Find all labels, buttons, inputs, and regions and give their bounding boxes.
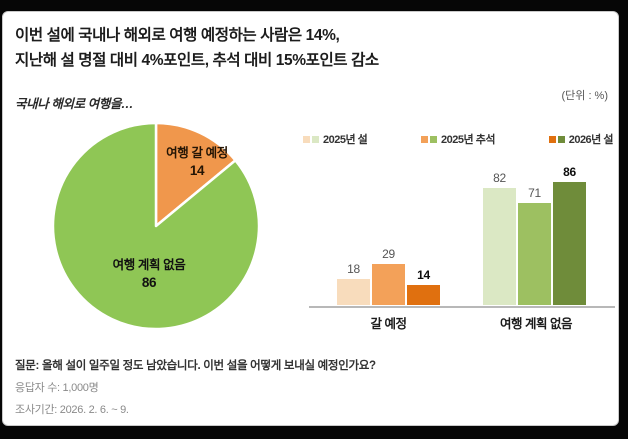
category-label-travel-planned: 갈 예정 [370, 317, 407, 331]
bar-column-2025-seol: 82 [483, 171, 516, 305]
footnote-period: 조사기간: 2026. 2. 6. ~ 9. [15, 404, 129, 416]
bar-chart-legend: 2025년 설 2025년 추석 2026년 설 [303, 131, 613, 147]
bar-rect [483, 188, 516, 305]
bar-rect [337, 279, 370, 305]
pie-slice-travel-planned [154, 121, 237, 228]
bar-group-travel-planned: 18 29 14 [337, 247, 440, 305]
legend-swatches [548, 135, 565, 143]
category-label-no-travel-plan: 여행 계획 없음 [500, 317, 572, 331]
bar-rect [372, 264, 405, 305]
pie-slice-value: 86 [141, 275, 157, 290]
bar-rect [518, 203, 551, 305]
pie-slice-name: 여행 갈 예정 [166, 146, 228, 160]
pie-slice-value: 14 [189, 163, 205, 178]
bar-column-2025-seol: 18 [337, 262, 370, 305]
bar-value-label: 29 [382, 247, 395, 261]
pie-chart [51, 121, 261, 331]
legend-swatches [303, 135, 319, 143]
pie-label-travel-planned: 여행 갈 예정 14 [137, 145, 257, 179]
unit-label: (단위 : %) [561, 90, 608, 102]
x-axis-baseline [309, 306, 615, 308]
bar-column-2025-chuseok: 71 [518, 186, 551, 305]
legend-swatch-green [312, 135, 319, 143]
legend-swatch-orange [548, 135, 556, 143]
page-title: 이번 설에 국내나 해외로 여행 예정하는 사람은 14%, 지난해 설 명절 … [15, 23, 379, 73]
page-title-line1: 이번 설에 국내나 해외로 여행 예정하는 사람은 14%, [15, 27, 340, 44]
bar-group-no-travel-plan: 82 71 86 [483, 165, 586, 305]
legend-label: 2026년 설 [568, 134, 614, 146]
bar-value-label: 86 [563, 165, 576, 179]
legend-swatch-orange [303, 135, 310, 143]
bar-rect [553, 182, 586, 305]
pie-slice-name: 여행 계획 없음 [112, 258, 186, 272]
pie-subtitle: 국내나 해외로 여행을… [15, 97, 134, 111]
infographic-panel: 이번 설에 국내나 해외로 여행 예정하는 사람은 14%, 지난해 설 명절 … [2, 11, 619, 426]
footnote-respondents: 응답자 수: 1,000명 [15, 382, 99, 394]
bar-value-label: 82 [493, 171, 506, 185]
pie-slice-no-travel-plan [51, 121, 261, 331]
legend-item-2025-chuseok: 2025년 추석 [421, 131, 495, 147]
footnote-question: 질문: 올해 설이 일주일 정도 남았습니다. 이번 설을 어떻게 보내실 예정… [15, 360, 376, 372]
legend-label: 2025년 설 [323, 134, 368, 146]
bar-rect [407, 285, 440, 305]
legend-swatch-green [430, 135, 438, 143]
legend-swatch-orange [421, 135, 429, 143]
bar-column-2026-seol: 86 [553, 165, 586, 305]
legend-swatch-green [557, 135, 565, 143]
bar-value-label: 18 [347, 262, 360, 276]
page-title-line2: 지난해 설 명절 대비 4%포인트, 추석 대비 15%포인트 감소 [15, 52, 379, 69]
bar-column-2025-chuseok: 29 [372, 247, 405, 305]
legend-label: 2025년 추석 [441, 134, 495, 146]
legend-swatches [421, 135, 438, 143]
legend-item-2025-seol: 2025년 설 [303, 131, 368, 147]
legend-item-2026-seol: 2026년 설 [548, 131, 614, 147]
footnotes: 질문: 올해 설이 일주일 정도 남았습니다. 이번 설을 어떻게 보내실 예정… [15, 358, 376, 418]
bar-value-label: 71 [528, 186, 541, 200]
pie-label-no-travel-plan: 여행 계획 없음 86 [79, 257, 219, 291]
bar-column-2026-seol: 14 [407, 268, 440, 305]
bar-value-label: 14 [417, 268, 430, 282]
